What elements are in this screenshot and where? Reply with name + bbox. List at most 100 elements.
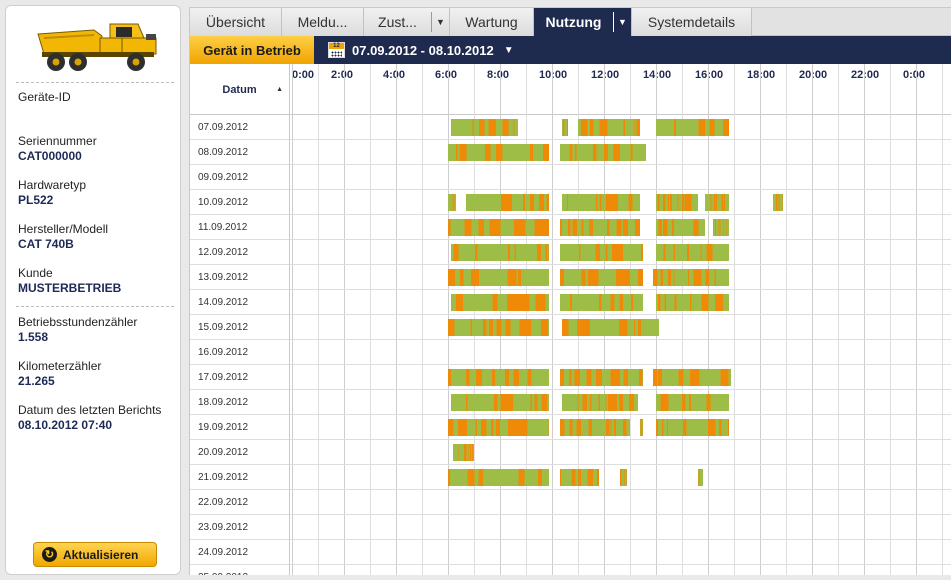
refresh-button[interactable]: ↻ Aktualisieren	[33, 542, 157, 567]
tab-label: Nutzung	[545, 14, 602, 30]
hour-label: 14:00	[643, 69, 672, 81]
grid-line	[916, 64, 917, 575]
usage-bar[interactable]	[656, 394, 729, 411]
table-row[interactable]: 21.09.2012	[190, 465, 951, 490]
table-row[interactable]: 24.09.2012	[190, 540, 951, 565]
row-date: 25.09.2012	[190, 565, 290, 575]
hour-label: 8:00	[487, 69, 510, 81]
row-date: 21.09.2012	[190, 465, 290, 490]
usage-bar[interactable]	[559, 369, 643, 386]
table-row[interactable]: 20.09.2012	[190, 440, 951, 465]
tab-systemdetails[interactable]: Systemdetails	[632, 8, 752, 36]
usage-bar[interactable]	[653, 369, 732, 386]
usage-bar[interactable]	[448, 319, 550, 336]
tab-label: Meldu...	[297, 14, 348, 30]
usage-bar[interactable]	[656, 219, 706, 236]
table-row[interactable]: 19.09.2012	[190, 415, 951, 440]
usage-bar[interactable]	[448, 144, 550, 161]
tab-uebersicht[interactable]: Übersicht	[190, 8, 282, 36]
usage-bar[interactable]	[450, 394, 550, 411]
table-row[interactable]: 12.09.2012	[190, 240, 951, 265]
usage-bar[interactable]	[713, 219, 729, 236]
table-row[interactable]: 22.09.2012	[190, 490, 951, 515]
usage-bar[interactable]	[450, 244, 550, 261]
table-row[interactable]: 13.09.2012	[190, 265, 951, 290]
grid-line	[318, 64, 319, 575]
status-button[interactable]: Gerät in Betrieb	[190, 36, 314, 64]
table-row[interactable]: 17.09.2012	[190, 365, 951, 390]
row-date: 07.09.2012	[190, 115, 290, 140]
hour-label: 10:00	[539, 69, 568, 81]
row-date: 22.09.2012	[190, 490, 290, 515]
chevron-down-icon[interactable]: ▼	[613, 12, 631, 32]
date-range-picker[interactable]: 12 07.09.2012 - 08.10.2012 ▼	[328, 36, 514, 64]
table-row[interactable]: 18.09.2012	[190, 390, 951, 415]
table-row[interactable]: 07.09.2012	[190, 115, 951, 140]
usage-bar[interactable]	[653, 269, 729, 286]
dump-truck-icon	[37, 23, 157, 71]
usage-bar[interactable]	[562, 394, 638, 411]
table-row[interactable]: 09.09.2012	[190, 165, 951, 190]
table-row[interactable]: 16.09.2012	[190, 340, 951, 365]
hour-label: 12:00	[591, 69, 620, 81]
tab-meldungen[interactable]: Meldu...	[282, 8, 364, 36]
table-row[interactable]: 25.09.2012	[190, 565, 951, 575]
tab-nutzung[interactable]: Nutzung ▼	[534, 8, 632, 36]
datum-column-header[interactable]: Datum ▲	[190, 64, 290, 115]
usage-bar[interactable]	[448, 194, 456, 211]
usage-bar[interactable]	[559, 419, 630, 436]
table-row[interactable]: 08.09.2012	[190, 140, 951, 165]
hour-label: 4:00	[383, 69, 406, 81]
chevron-down-icon[interactable]: ▼	[431, 12, 449, 32]
tab-wartung[interactable]: Wartung	[450, 8, 534, 36]
table-row[interactable]: 10.09.2012	[190, 190, 951, 215]
hour-label: 0:00	[903, 69, 926, 81]
grid-line	[344, 64, 345, 575]
hersteller-modell-value: CAT 740B	[18, 237, 74, 251]
letzter-bericht-value: 08.10.2012 07:40	[18, 418, 113, 432]
usage-bar[interactable]	[559, 269, 643, 286]
usage-bar[interactable]	[453, 444, 474, 461]
usage-bar[interactable]	[450, 294, 550, 311]
usage-bar[interactable]	[578, 119, 641, 136]
grid-line	[370, 64, 371, 575]
usage-bar[interactable]	[619, 469, 628, 486]
usage-bar[interactable]	[562, 194, 641, 211]
usage-bar[interactable]	[450, 119, 519, 136]
table-row[interactable]: 14.09.2012	[190, 290, 951, 315]
usage-bar[interactable]	[656, 419, 729, 436]
table-row[interactable]: 15.09.2012	[190, 315, 951, 340]
usage-bar[interactable]	[559, 144, 646, 161]
usage-bar[interactable]	[559, 244, 643, 261]
grid-line	[864, 64, 865, 575]
usage-bar[interactable]	[562, 119, 568, 136]
table-row[interactable]: 23.09.2012	[190, 515, 951, 540]
usage-bar[interactable]	[448, 369, 550, 386]
usage-bar[interactable]	[656, 194, 698, 211]
usage-bar[interactable]	[448, 469, 550, 486]
info-hersteller-modell: Hersteller/Modell CAT 740B	[18, 222, 178, 252]
info-kunde: Kunde MUSTERBETRIEB	[18, 266, 178, 296]
usage-bar[interactable]	[448, 269, 550, 286]
usage-bar[interactable]	[448, 219, 550, 236]
table-row[interactable]: 11.09.2012	[190, 215, 951, 240]
usage-bar[interactable]	[559, 469, 599, 486]
usage-bar[interactable]	[466, 194, 550, 211]
seriennummer-label: Seriennummer	[18, 134, 97, 148]
info-seriennummer: Seriennummer CAT000000	[18, 134, 178, 164]
usage-bar[interactable]	[448, 419, 550, 436]
usage-bar[interactable]	[697, 469, 703, 486]
tab-bar: Übersicht Meldu... Zust... ▼ Wartung Nut…	[190, 8, 951, 36]
usage-bar[interactable]	[656, 244, 729, 261]
tab-zustand[interactable]: Zust... ▼	[364, 8, 450, 36]
divider-top	[16, 82, 174, 83]
usage-bar[interactable]	[773, 194, 784, 211]
usage-bar[interactable]	[656, 119, 729, 136]
usage-bar[interactable]	[640, 419, 644, 436]
usage-bar[interactable]	[559, 294, 643, 311]
usage-bar[interactable]	[656, 294, 729, 311]
usage-bar[interactable]	[559, 219, 641, 236]
usage-bar[interactable]	[705, 194, 729, 211]
usage-bar[interactable]	[562, 319, 659, 336]
row-date: 17.09.2012	[190, 365, 290, 390]
